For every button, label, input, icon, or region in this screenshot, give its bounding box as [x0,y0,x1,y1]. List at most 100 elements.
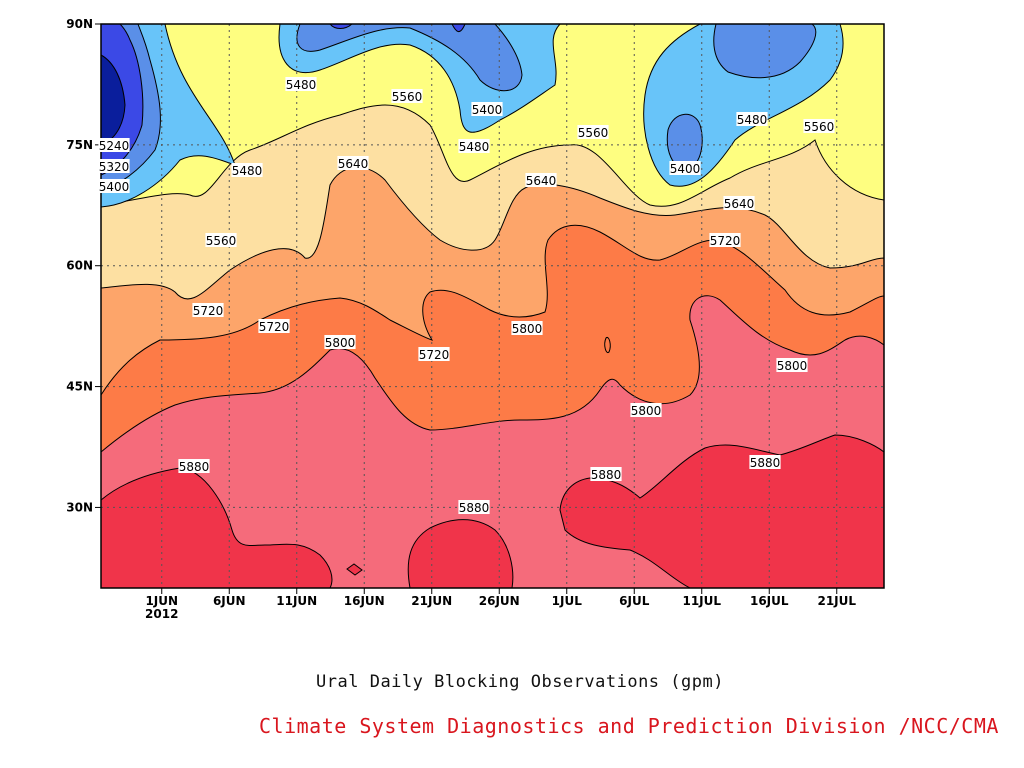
x-axis: 2012 1JUN 6JUN 11JUN 16JUN 21JUN 26JUN 1JUL 6JU… [145,588,856,621]
contour-label-bg [231,163,263,177]
contour-label-text: 5800 [512,322,543,336]
contour-label: 5800 [511,321,543,336]
contour-label-text: 5880 [750,456,781,470]
contour-label-text: 5480 [737,113,768,127]
x-tick-label: 21JUL [817,594,856,608]
contour-label-text: 5800 [631,404,662,418]
contour-label: 5400 [471,102,503,117]
contour-label: 5560 [577,125,609,140]
x-year-label: 2012 [145,607,178,621]
contour-label: 5880 [590,467,622,482]
x-tick-label: 21JUN [411,594,452,608]
x-tick-label: 1JUN [145,594,178,608]
contour-label-bg [98,159,130,173]
contour-label-text: 5640 [526,174,557,188]
contour-label-text: 5480 [286,78,317,92]
y-axis: 30N 45N 60N 75N 90N [66,17,101,514]
y-tick-label: 90N [66,17,93,31]
y-tick-label: 75N [66,138,93,152]
contour-label: 5800 [630,403,662,418]
contour-label: 5800 [776,358,808,373]
contour-label: 5880 [458,500,490,515]
contour-labels: 5480 5560 5400 5480 5240 5320 5400 5480 5560 5640… [98,77,835,515]
contour-label: 5640 [337,156,369,171]
contour-label-bg [98,138,130,152]
x-tick-label: 11JUL [682,594,721,608]
contour-label-text: 5560 [206,234,237,248]
contour-label-bg [391,89,423,103]
contour-label-text: 5560 [392,90,423,104]
contour-label-text: 5560 [804,120,835,134]
contour-label: 5480 [285,77,317,92]
x-tick-label: 26JUN [479,594,520,608]
contour-label-text: 5560 [578,126,609,140]
contour-label-bg [723,196,755,210]
contour-label-bg [205,233,237,247]
contour-label-bg [736,112,768,126]
contour-label: 5560 [803,119,835,134]
contour-label: 5400 [669,161,701,176]
contour-label-text: 5800 [777,359,808,373]
contour-label: 5560 [391,89,423,104]
contour-label-text: 5400 [99,180,130,194]
band-above-5880-b [407,519,514,588]
plot-frame [100,23,885,589]
contour-label-text: 5720 [710,234,741,248]
contour-label: 5880 [749,455,781,470]
contour-label-text: 5880 [591,468,622,482]
contour-label-text: 5720 [419,348,450,362]
contour-label: 5720 [192,303,224,318]
contour-label-text: 5720 [259,320,290,334]
contour-label-bg [324,335,356,349]
x-tick-label: 11JUN [276,594,317,608]
contour-label-bg [511,321,543,335]
contour-label-text: 5800 [325,336,356,350]
contour-label-bg [471,102,503,116]
contour-label: 5720 [709,233,741,248]
contour-label-text: 5720 [193,304,224,318]
contour-label-bg [337,156,369,170]
contour-label-bg [178,459,210,473]
y-tick-label: 30N [66,500,93,514]
contour-label-bg [418,347,450,361]
x-tick-label: 1JUL [552,594,583,608]
contour-loop [604,336,611,354]
contour-label: 5480 [736,112,768,127]
contour-label-bg [709,233,741,247]
contour-label-bg [525,173,557,187]
band-5320-5400-c [713,24,817,79]
contour-label-bg [258,319,290,333]
contour-label-bg [590,467,622,481]
contour-label-bg [98,179,130,193]
contour-label-text: 5240 [99,139,130,153]
x-tick-label: 6JUN [213,594,246,608]
contour-label-bg [458,139,490,153]
contour-label-text: 5880 [179,460,210,474]
contour-label: 5720 [258,319,290,334]
y-tick-label: 45N [66,380,93,394]
contour-label-bg [285,77,317,91]
credit-line: Climate System Diagnostics and Predictio… [259,714,999,738]
contour-label: 5480 [231,163,263,178]
contour-label-bg [630,403,662,417]
contour-label-text: 5480 [459,140,490,154]
contour-label: 5240 [98,138,130,153]
contour-label-text: 5880 [459,501,490,515]
contour-label: 5800 [324,335,356,350]
contour-label: 5880 [178,459,210,474]
chart-title: Ural Daily Blocking Observations (gpm) [316,672,724,692]
contour-label-text: 5640 [338,157,369,171]
contour-label: 5560 [205,233,237,248]
x-tick-label: 16JUL [750,594,789,608]
contour-label: 5320 [98,159,130,174]
contour-label-bg [669,161,701,175]
x-tick-label: 6JUL [619,594,650,608]
contour-label-bg [749,455,781,469]
contour-label-text: 5640 [724,197,755,211]
contour-label-bg [192,303,224,317]
contour-label-bg [458,500,490,514]
contour-label-bg [803,119,835,133]
x-tick-label: 16JUN [344,594,385,608]
band-above-5880-d [346,563,363,576]
